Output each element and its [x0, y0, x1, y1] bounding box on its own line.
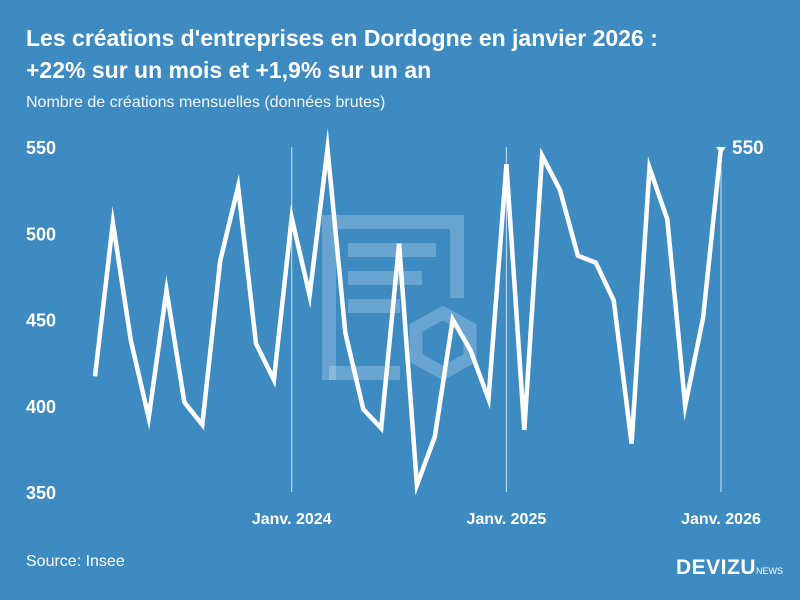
title-line-2: +22% sur un mois et +1,9% sur un an	[26, 57, 432, 83]
y-tick-label: 400	[26, 397, 56, 417]
chart-subtitle: Nombre de créations mensuelles (données …	[26, 94, 386, 111]
source-note: Source: Insee	[26, 553, 125, 570]
last-point-marker	[716, 147, 726, 154]
x-tick-label: Janv. 2026	[681, 511, 761, 528]
title-line-1: Les créations d'entreprises en Dordogne …	[26, 25, 658, 51]
x-tick-label: Janv. 2024	[252, 511, 332, 528]
y-tick-label: 550	[26, 138, 56, 158]
logo-sub: NEWS	[756, 566, 784, 576]
logo-main: DEVIZU	[676, 556, 757, 579]
y-tick-label: 500	[26, 224, 56, 244]
series-line	[92, 128, 724, 496]
x-tick-label: Janv. 2025	[466, 511, 546, 528]
chart-title: Les créations d'entreprises en Dordogne …	[26, 22, 786, 86]
devizu-logo: DEVIZUNEWS	[676, 556, 783, 580]
y-tick-label: 350	[26, 483, 56, 503]
y-tick-label: 450	[26, 311, 56, 331]
last-value-label: 550	[732, 138, 764, 159]
